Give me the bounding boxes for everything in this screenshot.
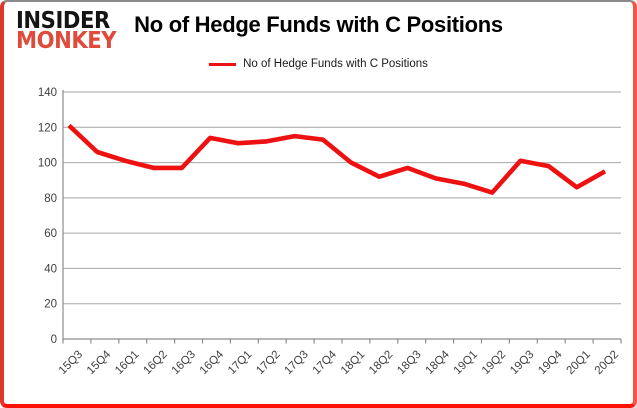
y-tick-label: 60: [44, 228, 57, 240]
x-label-group: 15Q4: [85, 348, 114, 377]
x-label-group: 16Q1: [113, 349, 141, 377]
x-label-group: 17Q3: [282, 349, 310, 377]
logo-monkey-text: MONKEY: [16, 28, 117, 55]
y-tick-label: 40: [44, 263, 57, 275]
x-label-group: 17Q4: [311, 348, 340, 377]
chart-title: No of Hedge Funds with C Positions: [134, 12, 503, 37]
x-label-group: 20Q2: [593, 349, 621, 377]
x-label-group: 17Q1: [226, 349, 254, 377]
x-label-group: 18Q2: [367, 349, 395, 377]
y-axis-labels: 0 20 40 60 80 100 120 140: [38, 87, 57, 346]
x-axis-labels: 15Q3 15Q4 16Q1 16Q2 16Q3 16Q4 17Q1 17Q2 17Q3 17Q4…: [57, 348, 621, 377]
x-label-group: 19Q4: [536, 348, 565, 377]
x-tick-label: 18Q4: [423, 348, 452, 377]
line-chart: 0 20 40 60 80 100 120 140 15Q3 15Q4 16Q1 16Q2 16Q3 16…: [38, 87, 622, 377]
x-tick-label: 18Q1: [339, 349, 367, 377]
x-label-group: 19Q3: [508, 349, 536, 377]
x-tick-label: 20Q1: [565, 349, 593, 377]
x-tick-label: 15Q4: [85, 348, 114, 377]
x-tick-label: 19Q3: [508, 349, 536, 377]
x-tick-label: 16Q4: [198, 348, 227, 377]
x-label-group: 20Q1: [565, 349, 593, 377]
y-tick-label: 100: [38, 158, 57, 170]
y-tick-label: 0: [51, 334, 57, 346]
x-tick-marks: [62, 339, 622, 344]
insider-monkey-logo: INSIDER MONKEY: [16, 8, 117, 55]
x-tick-label: 17Q1: [226, 349, 254, 377]
chart-legend: No of Hedge Funds with C Positions: [4, 58, 633, 70]
x-label-group: 18Q3: [395, 349, 423, 377]
y-tick-label: 140: [38, 87, 57, 99]
x-tick-label: 19Q1: [452, 349, 480, 377]
x-label-group: 18Q4: [423, 348, 452, 377]
series-polyline: [67, 123, 607, 195]
x-label-group: 19Q1: [452, 349, 480, 377]
legend-label: No of Hedge Funds with C Positions: [243, 58, 428, 70]
x-tick-label: 18Q2: [367, 349, 395, 377]
x-tick-label: 17Q2: [254, 349, 282, 377]
x-label-group: 15Q3: [57, 349, 85, 377]
x-label-group: 19Q2: [480, 349, 508, 377]
x-label-group: 18Q1: [339, 349, 367, 377]
y-tick-label: 120: [38, 122, 57, 134]
legend-line-swatch: [209, 62, 237, 66]
x-tick-label: 20Q2: [593, 349, 621, 377]
y-tick-label: 80: [44, 193, 57, 205]
x-label-group: 16Q2: [141, 349, 169, 377]
x-tick-label: 16Q1: [113, 349, 141, 377]
x-label-group: 16Q3: [170, 349, 198, 377]
y-gridlines: [63, 91, 621, 305]
x-tick-label: 18Q3: [395, 349, 423, 377]
y-tick-label: 20: [44, 299, 57, 311]
x-tick-label: 16Q2: [141, 349, 169, 377]
x-label-group: 16Q4: [198, 348, 227, 377]
x-label-group: 17Q2: [254, 349, 282, 377]
x-tick-label: 15Q3: [57, 349, 85, 377]
x-tick-label: 17Q3: [282, 349, 310, 377]
x-tick-label: 16Q3: [170, 349, 198, 377]
x-tick-label: 19Q4: [536, 348, 565, 377]
x-tick-label: 19Q2: [480, 349, 508, 377]
logo-insider-text: INSIDER: [16, 8, 110, 34]
x-tick-label: 17Q4: [311, 348, 340, 377]
